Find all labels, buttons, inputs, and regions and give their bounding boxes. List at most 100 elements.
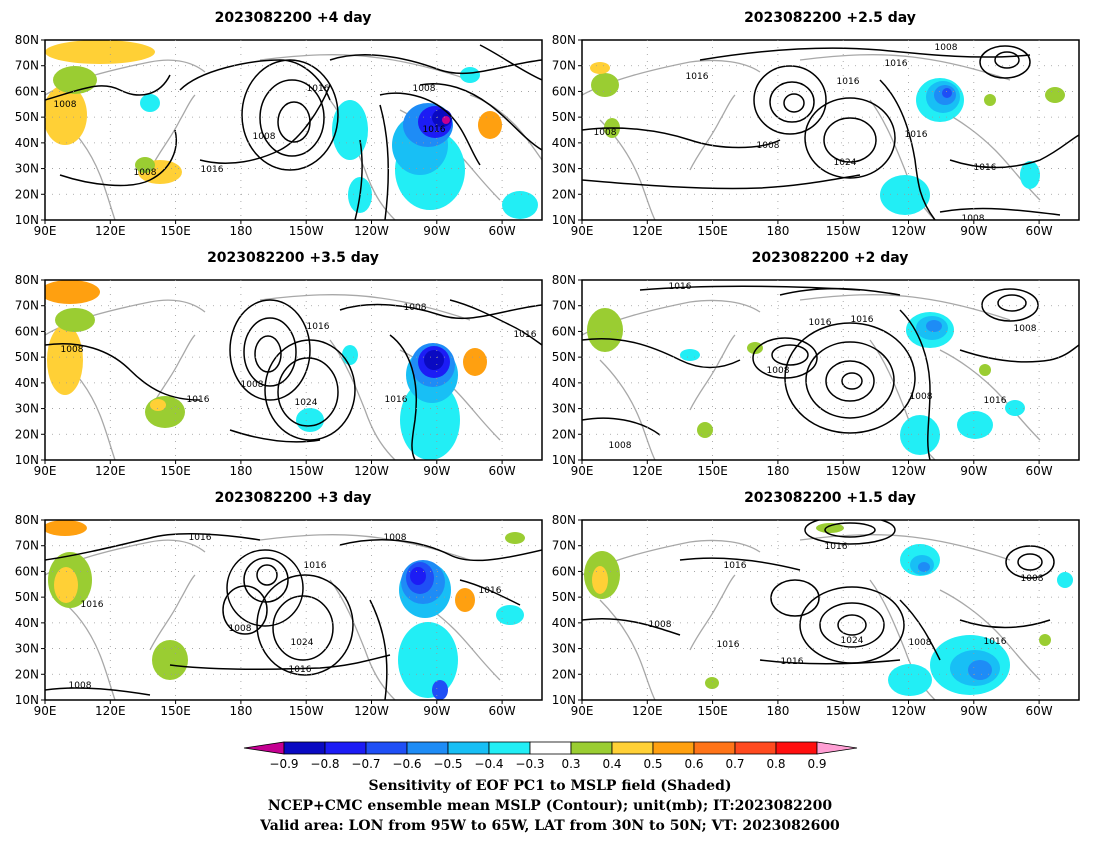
y-tick-label: 50N: [552, 590, 576, 604]
x-tick-label: 90W: [423, 704, 450, 718]
y-tick-label: 70N: [15, 539, 39, 553]
x-tick-label: 90W: [423, 224, 450, 238]
colorbar-swatch: [734, 741, 777, 755]
contour-label: 1008: [962, 214, 985, 224]
contour-label: 1008: [253, 132, 276, 142]
mslp-contours: [45, 533, 542, 700]
y-tick-label: 50N: [15, 590, 39, 604]
y-tick-label: 60N: [552, 84, 576, 98]
colorbar-tick-label: −0.9: [269, 757, 298, 771]
contour-label: 1008: [609, 441, 632, 451]
x-tick-label: 60W: [1026, 464, 1053, 478]
footer-line-2: NCEP+CMC ensemble mean MSLP (Contour); u…: [268, 798, 832, 814]
colorbar-swatch: [283, 741, 326, 755]
colorbar-tick-label: −0.4: [474, 757, 503, 771]
contour-label: 1008: [69, 681, 92, 691]
y-tick-label: 30N: [15, 642, 39, 656]
y-tick-label: 70N: [15, 299, 39, 313]
x-tick-label: 150W: [289, 704, 324, 718]
panel-title: 2023082200 +3 day: [215, 490, 372, 506]
contour-label: 1016: [304, 561, 327, 571]
contour-label: 1008: [241, 380, 264, 390]
y-tick-label: 80N: [15, 273, 39, 287]
y-tick-label: 20N: [552, 667, 576, 681]
contour-label: 1024: [841, 636, 864, 646]
contour-label: 1008: [757, 141, 780, 151]
map-panel-3: 2023082200 +3.5 day: [44, 250, 543, 461]
contour-label: 1008: [61, 345, 84, 355]
y-tick-label: 30N: [552, 642, 576, 656]
x-tick-label: 120W: [891, 704, 926, 718]
colorbar-tick-label: −0.7: [351, 757, 380, 771]
y-tick-label: 30N: [15, 162, 39, 176]
colorbar-swatch: [406, 741, 449, 755]
x-tick-label: 150W: [826, 224, 861, 238]
contour-labels: 1008 1016 1008 1016 1008 1016 1008: [54, 84, 446, 178]
y-tick-label: 10N: [15, 213, 39, 227]
colorbar-tick-label: 0.8: [766, 757, 785, 771]
contour-label: 1016: [189, 533, 212, 543]
contour-label: 1008: [1021, 574, 1044, 584]
x-tick-label: 120E: [95, 704, 126, 718]
x-tick-label: 60W: [1026, 704, 1053, 718]
footer-line-1: Sensitivity of EOF PC1 to MSLP field (Sh…: [368, 778, 731, 794]
y-tick-label: 30N: [552, 162, 576, 176]
x-tick-label: 120E: [632, 224, 663, 238]
y-tick-label: 10N: [552, 453, 576, 467]
shading: [45, 40, 538, 219]
colorbar-tick-label: −0.8: [310, 757, 339, 771]
panel-title: 2023082200 +3.5 day: [207, 250, 379, 266]
y-tick-label: 60N: [15, 84, 39, 98]
shading: [590, 62, 1065, 215]
contour-label: 1016: [669, 282, 692, 292]
panel-frame: [44, 39, 543, 221]
x-tick-label: 60W: [489, 464, 516, 478]
footer: Sensitivity of EOF PC1 to MSLP field (Sh…: [259, 778, 840, 834]
x-tick-label: 180: [229, 224, 252, 238]
panel-title: 2023082200 +2 day: [752, 250, 909, 266]
contour-label: 1016: [974, 163, 997, 173]
contour-label: 1008: [909, 638, 932, 648]
contour-label: 1016: [423, 125, 446, 135]
x-tick-label: 90W: [960, 704, 987, 718]
colorbar-tick-label: 0.3: [561, 757, 580, 771]
y-tick-label: 50N: [552, 350, 576, 364]
colorbar-swatch: [365, 741, 408, 755]
x-tick-label: 90E: [34, 224, 57, 238]
y-tick-label: 40N: [15, 616, 39, 630]
colorbar-swatch: [488, 741, 531, 755]
x-tick-label: 150W: [826, 704, 861, 718]
contour-label: 1008: [594, 128, 617, 138]
contour-label: 1008: [413, 84, 436, 94]
y-tick-label: 50N: [15, 350, 39, 364]
x-tick-label: 90W: [960, 464, 987, 478]
colorbar: −0.9 −0.8 −0.7 −0.6 −0.5 −0.4 −0.3 0.3 0.4 0.5 0.6…: [243, 741, 858, 771]
footer-line-3: Valid area: LON from 95W to 65W, LAT fro…: [259, 818, 840, 834]
mslp-contours: [582, 285, 1079, 460]
contour-label: 1016: [514, 330, 537, 340]
panel-frame: [581, 279, 1080, 461]
x-tick-label: 150W: [289, 464, 324, 478]
y-tick-label: 20N: [552, 427, 576, 441]
y-tick-label: 30N: [15, 402, 39, 416]
contour-label: 1016: [201, 165, 224, 175]
x-tick-label: 120W: [354, 224, 389, 238]
contour-label: 1008: [384, 533, 407, 543]
colorbar-swatch: [529, 741, 572, 755]
y-tick-label: 40N: [552, 136, 576, 150]
x-tick-label: 120W: [891, 224, 926, 238]
colorbar-tick-label: −0.6: [392, 757, 421, 771]
contour-label: 1016: [81, 600, 104, 610]
colorbar-swatch: [775, 741, 818, 755]
contour-label: 1008: [1014, 324, 1037, 334]
contour-label: 1016: [307, 84, 330, 94]
colorbar-swatch: [611, 741, 654, 755]
x-tick-label: 150W: [826, 464, 861, 478]
y-tick-label: 10N: [15, 693, 39, 707]
colorbar-tick-label: −0.3: [515, 757, 544, 771]
x-tick-label: 150E: [697, 704, 728, 718]
map-field: 1008 1016 1008 1016 1024 1008 1016 1016: [45, 280, 542, 460]
y-tick-label: 70N: [552, 299, 576, 313]
contour-label: 1016: [905, 130, 928, 140]
y-tick-label: 50N: [552, 110, 576, 124]
